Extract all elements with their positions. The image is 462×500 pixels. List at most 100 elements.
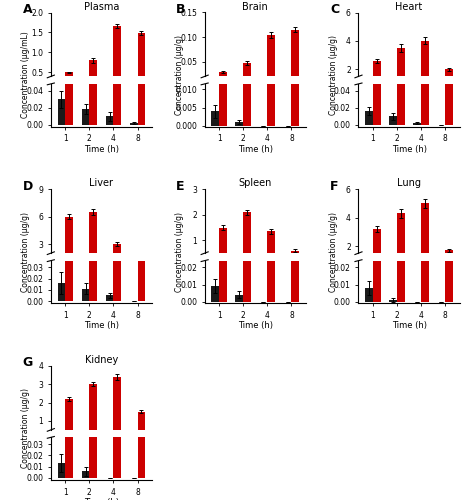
Bar — [243, 0, 251, 126]
Bar — [82, 471, 89, 478]
Bar — [65, 0, 73, 301]
Bar — [89, 384, 97, 439]
Bar — [243, 0, 251, 302]
Bar — [219, 72, 227, 86]
Bar — [445, 0, 453, 302]
Bar — [373, 61, 381, 98]
Bar — [445, 70, 453, 98]
Bar — [219, 16, 227, 126]
Bar — [114, 0, 121, 301]
Bar — [219, 0, 227, 302]
Bar — [389, 116, 397, 125]
Bar — [138, 0, 145, 478]
Bar — [421, 41, 429, 98]
Bar — [373, 0, 381, 302]
Bar — [114, 377, 121, 439]
X-axis label: Time (h): Time (h) — [392, 144, 426, 154]
Bar — [89, 212, 97, 272]
Text: Concentration (μg/g): Concentration (μg/g) — [21, 388, 30, 468]
Text: Concentration (μg/g): Concentration (μg/g) — [328, 35, 338, 115]
Bar — [236, 122, 243, 126]
X-axis label: Time (h): Time (h) — [392, 322, 426, 330]
Title: Kidney: Kidney — [85, 355, 118, 365]
Title: Spleen: Spleen — [238, 178, 272, 188]
Bar — [106, 116, 114, 125]
Bar — [82, 288, 89, 301]
Bar — [82, 108, 89, 125]
Bar — [58, 99, 65, 125]
Bar — [219, 228, 227, 266]
Text: C: C — [330, 3, 339, 16]
Bar — [114, 0, 121, 125]
Bar — [58, 91, 65, 92]
X-axis label: Time (h): Time (h) — [84, 144, 119, 154]
Bar — [292, 0, 299, 126]
Bar — [373, 0, 381, 125]
Bar — [65, 216, 73, 272]
Text: B: B — [176, 3, 186, 16]
Title: Plasma: Plasma — [84, 2, 119, 12]
Bar — [65, 0, 73, 125]
Bar — [138, 267, 145, 272]
Title: Liver: Liver — [90, 178, 114, 188]
Bar — [212, 286, 219, 302]
Bar — [89, 0, 97, 478]
Bar — [89, 0, 97, 125]
Bar — [58, 463, 65, 478]
Bar — [267, 0, 275, 126]
Bar — [212, 84, 219, 86]
Bar — [114, 244, 121, 272]
Bar — [138, 34, 145, 92]
Text: Concentration (μg/g): Concentration (μg/g) — [328, 212, 338, 292]
Bar — [267, 232, 275, 266]
Bar — [106, 296, 114, 301]
Title: Lung: Lung — [397, 178, 421, 188]
Text: D: D — [23, 180, 33, 192]
Bar — [243, 62, 251, 86]
Bar — [65, 72, 73, 92]
Bar — [212, 111, 219, 126]
X-axis label: Time (h): Time (h) — [238, 322, 273, 330]
Bar — [445, 0, 453, 125]
Bar — [373, 229, 381, 274]
Bar — [445, 250, 453, 274]
Bar — [292, 0, 299, 302]
Bar — [114, 0, 121, 478]
Bar — [389, 300, 397, 302]
Bar — [138, 0, 145, 125]
Bar — [397, 214, 405, 274]
Bar — [397, 48, 405, 98]
Bar — [267, 34, 275, 86]
Bar — [365, 111, 373, 125]
Text: Concentration (μg/mL): Concentration (μg/mL) — [21, 32, 30, 118]
Bar — [267, 0, 275, 302]
Text: Concentration (μg/g): Concentration (μg/g) — [175, 212, 184, 292]
Bar — [65, 0, 73, 478]
Bar — [89, 0, 97, 301]
Title: Brain: Brain — [243, 2, 268, 12]
Text: F: F — [330, 180, 339, 192]
Bar — [397, 0, 405, 302]
X-axis label: Time (h): Time (h) — [84, 322, 119, 330]
Bar — [421, 0, 429, 125]
Bar — [292, 30, 299, 86]
Text: E: E — [176, 180, 185, 192]
Title: Heart: Heart — [395, 2, 423, 12]
Bar — [243, 212, 251, 266]
Bar — [138, 412, 145, 439]
Bar — [58, 283, 65, 301]
Bar — [292, 250, 299, 266]
Text: G: G — [23, 356, 33, 370]
Text: A: A — [23, 3, 32, 16]
Bar — [89, 60, 97, 92]
X-axis label: Time (h): Time (h) — [84, 498, 119, 500]
X-axis label: Time (h): Time (h) — [238, 144, 273, 154]
Bar — [130, 123, 138, 125]
Bar — [421, 204, 429, 274]
Bar — [397, 0, 405, 125]
Text: Concentration (μg/g): Concentration (μg/g) — [175, 35, 184, 115]
Bar — [236, 294, 243, 302]
Bar — [138, 0, 145, 301]
Text: Concentration (μg/g): Concentration (μg/g) — [21, 212, 30, 292]
Bar — [65, 399, 73, 439]
